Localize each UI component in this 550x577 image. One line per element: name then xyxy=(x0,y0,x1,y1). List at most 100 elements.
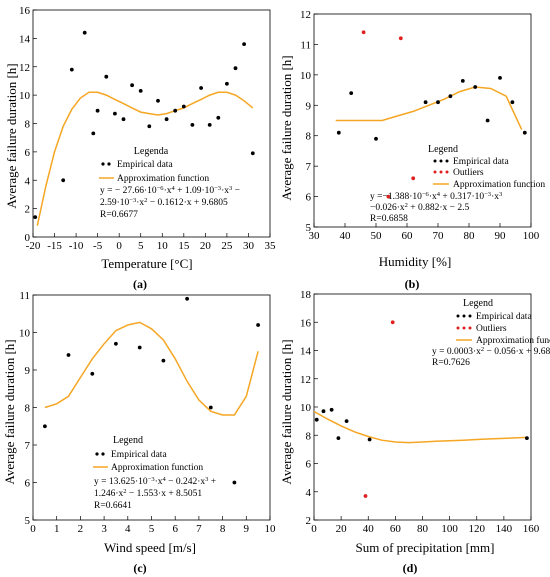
panel-a-empirical-point xyxy=(91,131,96,136)
panel-b-xtick-label: 70 xyxy=(433,230,445,242)
panel-a-empirical-point xyxy=(82,30,87,35)
panel-b-legend-outlier-dot-3 xyxy=(445,170,449,174)
panel-b-xtick-label: 100 xyxy=(523,230,540,242)
panel-c-empirical-point xyxy=(185,296,190,301)
panel-a-xtick-label: 25 xyxy=(221,240,233,252)
panel-c-empirical-point xyxy=(161,358,166,363)
panel-d-xtick-label: 160 xyxy=(523,523,540,535)
panel-d-equation-r: R=0.7626 xyxy=(432,358,470,368)
panel-b-ytick-label: 11 xyxy=(300,39,311,51)
panel-c-label: (c) xyxy=(133,561,146,575)
panel-a-empirical-point xyxy=(69,67,74,72)
panel-b-outlier-point xyxy=(411,176,416,181)
panel-d-legend-outliers: Outliers xyxy=(476,324,507,334)
panel-c-equation-line1: y = 13.625·10−3·x4 − 0.242·x3 + xyxy=(94,476,216,487)
panel-a-approximation-curve xyxy=(36,91,254,226)
panel-a-ytick-label: 6 xyxy=(25,147,31,159)
panel-a-empirical-point xyxy=(113,111,117,116)
panel-b-empirical-point xyxy=(473,85,478,89)
panel-d-empirical-point xyxy=(314,417,319,422)
panel-c-xtick-label: 6 xyxy=(172,523,178,535)
panel-a-xtick-label: 30 xyxy=(243,240,255,252)
panel-d-xtick-label: 140 xyxy=(496,523,513,535)
panel-a-xtick-label: -5 xyxy=(93,240,103,252)
panel-c-xtick-label: 7 xyxy=(196,523,202,535)
panel-b-approximation-curve xyxy=(335,86,523,130)
panel-b-label: (b) xyxy=(405,277,420,291)
panel-d-ytick-label: 8 xyxy=(306,430,312,442)
panel-a-plot-area: -20 -15 -10 -5 0 5 10 15 20 25 30 35 0 2 4 6 8 10 12 14 16 xyxy=(19,5,276,252)
panel-d-plot-area: 0 20 40 60 80 100 120 140 160 2 4 6 8 10 12 14 16 18 xyxy=(300,289,540,535)
panel-d-empirical-point xyxy=(367,437,372,442)
panel-c-ytick-label: 8 xyxy=(25,403,31,415)
panel-b-xtick-label: 60 xyxy=(402,230,414,242)
panel-d-empirical-point xyxy=(321,409,326,414)
panel-d-legend-outlier-dot-1 xyxy=(456,326,460,330)
panel-b-ytick-label: 5 xyxy=(306,222,312,234)
panel-d-ytick-label: 16 xyxy=(300,317,312,329)
panel-b-xtick-label: 40 xyxy=(340,230,352,242)
panel-c-ytick-label: 7 xyxy=(25,440,31,452)
panel-b-empirical-point xyxy=(436,100,440,105)
panel-b-outlier-point xyxy=(386,194,391,199)
panel-b-humidity-chart: 30 40 50 60 70 80 90 100 5 6 7 8 9 10 11 12 Average fai… xyxy=(279,9,545,291)
panel-a-temperature-chart: -20 -15 -10 -5 0 5 10 15 20 25 30 35 0 2 4 6 8 10 12 14 16 A… xyxy=(4,5,276,291)
panel-d-ytick-label: 10 xyxy=(300,402,312,414)
panel-a-xtick-label: -10 xyxy=(69,240,84,252)
panel-c-xtick-label: 10 xyxy=(265,523,277,535)
panel-c-empirical-point xyxy=(66,353,71,357)
panel-c-empirical-point xyxy=(208,405,213,410)
panel-c-ytick-label: 5 xyxy=(25,515,31,527)
panel-c-xtick-label: 1 xyxy=(54,523,60,535)
panel-c-empirical-point xyxy=(256,323,260,327)
panel-a-empirical-point xyxy=(147,124,152,129)
panel-b-legend-dot-2 xyxy=(439,159,443,163)
panel-d-ytick-label: 2 xyxy=(306,515,312,527)
panel-d-legend-approx: Approximation function xyxy=(476,335,550,346)
panel-d-xtick-label: 120 xyxy=(469,523,486,535)
panel-b-empirical-point xyxy=(460,79,465,83)
panel-d-ytick-label: 18 xyxy=(300,289,312,301)
panel-a-xtick-label: 5 xyxy=(138,240,144,252)
panel-a-ytick-label: 0 xyxy=(25,232,31,244)
panel-d-outlier-point xyxy=(390,320,395,325)
panel-b-ytick-label: 6 xyxy=(306,192,312,204)
panel-c-xtick-label: 3 xyxy=(101,523,107,535)
panel-d-outlier-point xyxy=(363,494,368,498)
panel-b-ytick-label: 7 xyxy=(306,161,312,173)
panel-b-xtick-label: 80 xyxy=(464,230,476,242)
panel-b-legend-outliers: Outliers xyxy=(453,168,484,178)
panel-a-empirical-point xyxy=(233,66,238,71)
panel-d-empirical-point xyxy=(329,407,334,412)
panel-b-outlier-point xyxy=(398,36,403,41)
panel-d-xlabel: Sum of precipitation [mm] xyxy=(355,540,494,555)
panel-a-empirical-point xyxy=(216,115,221,120)
panel-d-legend-dot-2 xyxy=(462,314,466,318)
panel-a-legend-empirical: Empirical data xyxy=(117,160,173,170)
panel-c-wind-speed-chart: 0 1 2 3 4 5 6 7 8 9 10 5 6 7 8 9 10 11 Average failure du… xyxy=(2,290,276,575)
panel-c-ytick-label: 9 xyxy=(25,365,31,377)
panel-a-empirical-point xyxy=(164,117,169,122)
panel-c-xtick-label: 0 xyxy=(30,523,36,535)
panel-a-empirical-point xyxy=(61,178,66,183)
panel-a-xtick-label: 20 xyxy=(200,240,212,252)
panel-c-xtick-label: 8 xyxy=(220,523,226,535)
panel-c-ytick-label: 11 xyxy=(19,290,30,302)
panel-a-legend: Legenda Empirical data Approximation fun… xyxy=(99,146,240,220)
panel-b-xtick-label: 50 xyxy=(371,230,383,242)
panel-a-ytick-label: 14 xyxy=(19,33,31,45)
panel-b-empirical-point xyxy=(349,91,354,95)
panel-a-empirical-point xyxy=(138,89,143,93)
panel-a-legend-dot-1 xyxy=(101,162,105,166)
panel-d-xtick-label: 20 xyxy=(336,523,348,535)
panel-d-ytick-label: 12 xyxy=(300,374,311,386)
panel-d-ytick-label: 14 xyxy=(300,346,312,358)
panel-d-xtick-label: 80 xyxy=(417,523,429,535)
panel-d-ytick-label: 4 xyxy=(306,487,312,499)
panel-d-legend-empirical: Empirical data xyxy=(476,312,532,322)
panel-b-axes-frame xyxy=(313,13,532,228)
panel-d-label: (d) xyxy=(403,561,418,575)
panel-d-legend-dot-3 xyxy=(468,314,472,318)
panel-b-empirical-point xyxy=(498,76,502,80)
panel-c-legend-title: Legend xyxy=(113,435,143,446)
